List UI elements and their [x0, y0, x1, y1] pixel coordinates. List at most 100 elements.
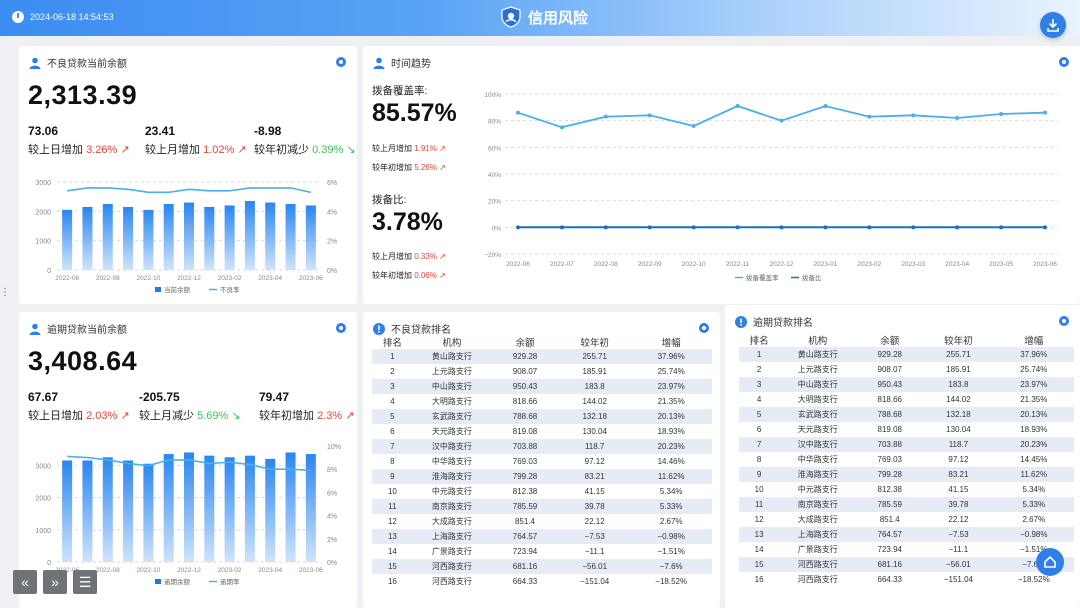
npl-stat-2: 23.41 较上月增加 1.02% ↗ — [145, 124, 247, 157]
col-header[interactable]: 余额 — [515, 337, 535, 349]
ratio-value: 3.78% — [372, 208, 443, 236]
table-row[interactable]: 2 上元路支行 908.07 185.91 25.74% — [372, 364, 712, 379]
stat-pct: 0.39% — [312, 144, 344, 156]
table-row[interactable]: 13 上海路支行 764.57 −7.53 −0.98% — [739, 527, 1074, 542]
table-row[interactable]: 3 中山路支行 950.43 183.8 23.97% — [739, 377, 1074, 392]
settings-gear-icon[interactable] — [335, 56, 347, 68]
col-header[interactable]: 排名 — [382, 337, 402, 349]
table-cell: 上海路支行 — [779, 527, 857, 542]
table-row[interactable]: 15 河西路支行 681.16 −56.01 −7.6% — [739, 557, 1074, 572]
table-row[interactable]: 9 淮海路支行 799.28 83.21 11.62% — [739, 467, 1074, 482]
table-cell: 255.71 — [923, 347, 994, 362]
x-tick-label: 2023-03 — [901, 261, 925, 268]
data-point — [516, 225, 520, 230]
table-cell: 6 — [390, 427, 395, 436]
datetime-text: 2024-06-18 14:54:53 — [30, 12, 114, 22]
col-header[interactable]: 较年初 — [580, 337, 609, 349]
data-point — [691, 225, 696, 230]
table-cell: 37.96% — [993, 347, 1074, 362]
table-row[interactable]: 16 河西路支行 664.33 −151.04 −18.52% — [739, 572, 1074, 587]
col-header[interactable]: 机构 — [808, 335, 828, 347]
col-header[interactable]: 增幅 — [1024, 335, 1044, 347]
bar — [204, 455, 215, 562]
table-row[interactable]: 11 南京路支行 785.59 39.78 5.33% — [739, 497, 1074, 512]
table-row[interactable]: 8 中华路支行 769.03 97.12 14.46% — [372, 454, 712, 469]
table-cell: 7 — [739, 437, 780, 452]
col-header[interactable]: 增幅 — [661, 337, 681, 349]
settings-gear-icon[interactable] — [335, 322, 347, 334]
table-row[interactable]: 12 大成路支行 851.4 22.12 2.67% — [739, 512, 1074, 527]
table-row[interactable]: 5 玄武路支行 788.68 132.18 20.13% — [739, 407, 1074, 422]
table-row[interactable]: 3 中山路支行 950.43 183.8 23.97% — [372, 379, 712, 394]
table-row[interactable]: 10 中元路支行 812.38 41.15 5.34% — [739, 482, 1074, 497]
next-page-button[interactable]: » — [43, 570, 67, 594]
col-header[interactable]: 机构 — [442, 337, 462, 349]
bar — [102, 457, 113, 562]
table-row[interactable]: 6 天元路支行 819.08 130.04 18.93% — [372, 424, 712, 439]
y-tick-label: 2000 — [35, 496, 51, 503]
table-row[interactable]: 4 大明路支行 818.66 144.02 21.35% — [372, 394, 712, 409]
legend-label: 拨备覆盖率 — [746, 273, 779, 282]
table-cell: −56.01 — [923, 557, 994, 572]
table-row[interactable]: 2 上元路支行 908.07 185.91 25.74% — [739, 362, 1074, 377]
table-row[interactable]: 4 大明路支行 818.66 144.02 21.35% — [739, 392, 1074, 407]
table-cell: 723.94 — [877, 545, 902, 554]
menu-button[interactable]: ☰ — [73, 570, 97, 594]
table-row[interactable]: 14 广景路支行 723.94 −11.1 −1.51% — [372, 544, 712, 559]
col-header[interactable]: 较年初 — [944, 335, 973, 347]
table-row[interactable]: 14 广景路支行 723.94 −11.1 −1.51% — [739, 542, 1074, 557]
table-cell: 97.12 — [948, 455, 969, 464]
table-row[interactable]: 7 汉中路支行 703.88 118.7 20.23% — [372, 439, 712, 454]
table-row[interactable]: 6 天元路支行 819.08 130.04 18.93% — [739, 422, 1074, 437]
table-row[interactable]: 1 黄山路支行 929.28 255.71 37.96% — [739, 347, 1074, 362]
table-cell: 144.02 — [582, 397, 607, 406]
sub-label: 较上月增加 — [372, 144, 412, 153]
x-tick-label: 2022-06 — [55, 275, 79, 282]
ratio-sub1: 较上月增加 0.33% ↗ — [372, 251, 446, 262]
table-row[interactable]: 8 中华路支行 769.03 97.12 14.45% — [739, 452, 1074, 467]
table-row[interactable]: 11 南京路支行 785.59 39.78 5.33% — [372, 499, 712, 514]
table-cell: 中元路支行 — [797, 485, 838, 494]
trend-up-icon: ↗ — [439, 271, 446, 280]
settings-gear-icon[interactable] — [1058, 315, 1070, 327]
table-cell: 183.8 — [923, 377, 994, 392]
table-row[interactable]: 7 汉中路支行 703.88 118.7 20.23% — [739, 437, 1074, 452]
table-row[interactable]: 15 河西路支行 681.16 −56.01 −7.6% — [372, 559, 712, 574]
table-row[interactable]: 12 大成路支行 851.4 22.12 2.67% — [372, 514, 712, 529]
table-cell: 132.18 — [923, 407, 994, 422]
table-cell: 764.57 — [856, 527, 924, 542]
table-row[interactable]: 10 中元路支行 812.38 41.15 5.34% — [372, 484, 712, 499]
data-point — [735, 225, 740, 230]
settings-gear-icon[interactable] — [1058, 56, 1070, 68]
table-cell: 21.35% — [657, 397, 685, 406]
npl-panel: 不良贷款当前余额 2,313.39 73.06 较上日增加 3.26% ↗ 23… — [19, 46, 357, 304]
settings-gear-icon[interactable] — [698, 322, 710, 334]
table-cell: 14.45% — [1020, 455, 1048, 464]
table-row[interactable]: 16 河西路支行 664.33 −151.04 −18.52% — [372, 574, 712, 589]
overdue-rank-table: 排名 机构 余额 较年初 增幅 1 黄山路支行 929.28 255.71 37.96%… — [739, 332, 1074, 587]
table-row[interactable]: 1 黄山路支行 929.28 255.71 37.96% — [372, 349, 712, 364]
table-cell: 23.97% — [993, 377, 1074, 392]
prev-page-button[interactable]: « — [13, 570, 37, 594]
x-tick-label: 2022-10 — [136, 567, 160, 574]
home-fab-button[interactable] — [1036, 548, 1064, 576]
download-button[interactable] — [1040, 12, 1066, 38]
side-handle-icon[interactable]: ⋮ — [0, 287, 10, 298]
npl-rank-table: 排名 机构 余额 较年初 增幅 1 黄山路支行 929.28 255.71 37.96%… — [372, 334, 712, 589]
table-cell: 中元路支行 — [431, 487, 472, 496]
table-row[interactable]: 5 玄武路支行 788.68 132.18 20.13% — [372, 409, 712, 424]
table-row[interactable]: 9 淮海路支行 799.28 83.21 11.62% — [372, 469, 712, 484]
table-cell: 769.03 — [877, 455, 902, 464]
npl-title: 不良贷款当前余额 — [47, 59, 127, 70]
table-cell: 39.78 — [558, 499, 631, 514]
bar — [82, 460, 93, 562]
table-cell: 12 — [754, 515, 764, 524]
col-header[interactable]: 余额 — [880, 335, 900, 347]
table-cell: 39.78 — [923, 497, 994, 512]
table-row[interactable]: 13 上海路支行 764.57 −7.53 −0.98% — [372, 529, 712, 544]
table-cell: 14 — [387, 547, 397, 556]
stat-label-text: 较上月减少 — [139, 410, 194, 422]
table-cell: 681.16 — [856, 557, 924, 572]
user-icon — [29, 57, 41, 69]
col-header[interactable]: 排名 — [749, 335, 769, 347]
